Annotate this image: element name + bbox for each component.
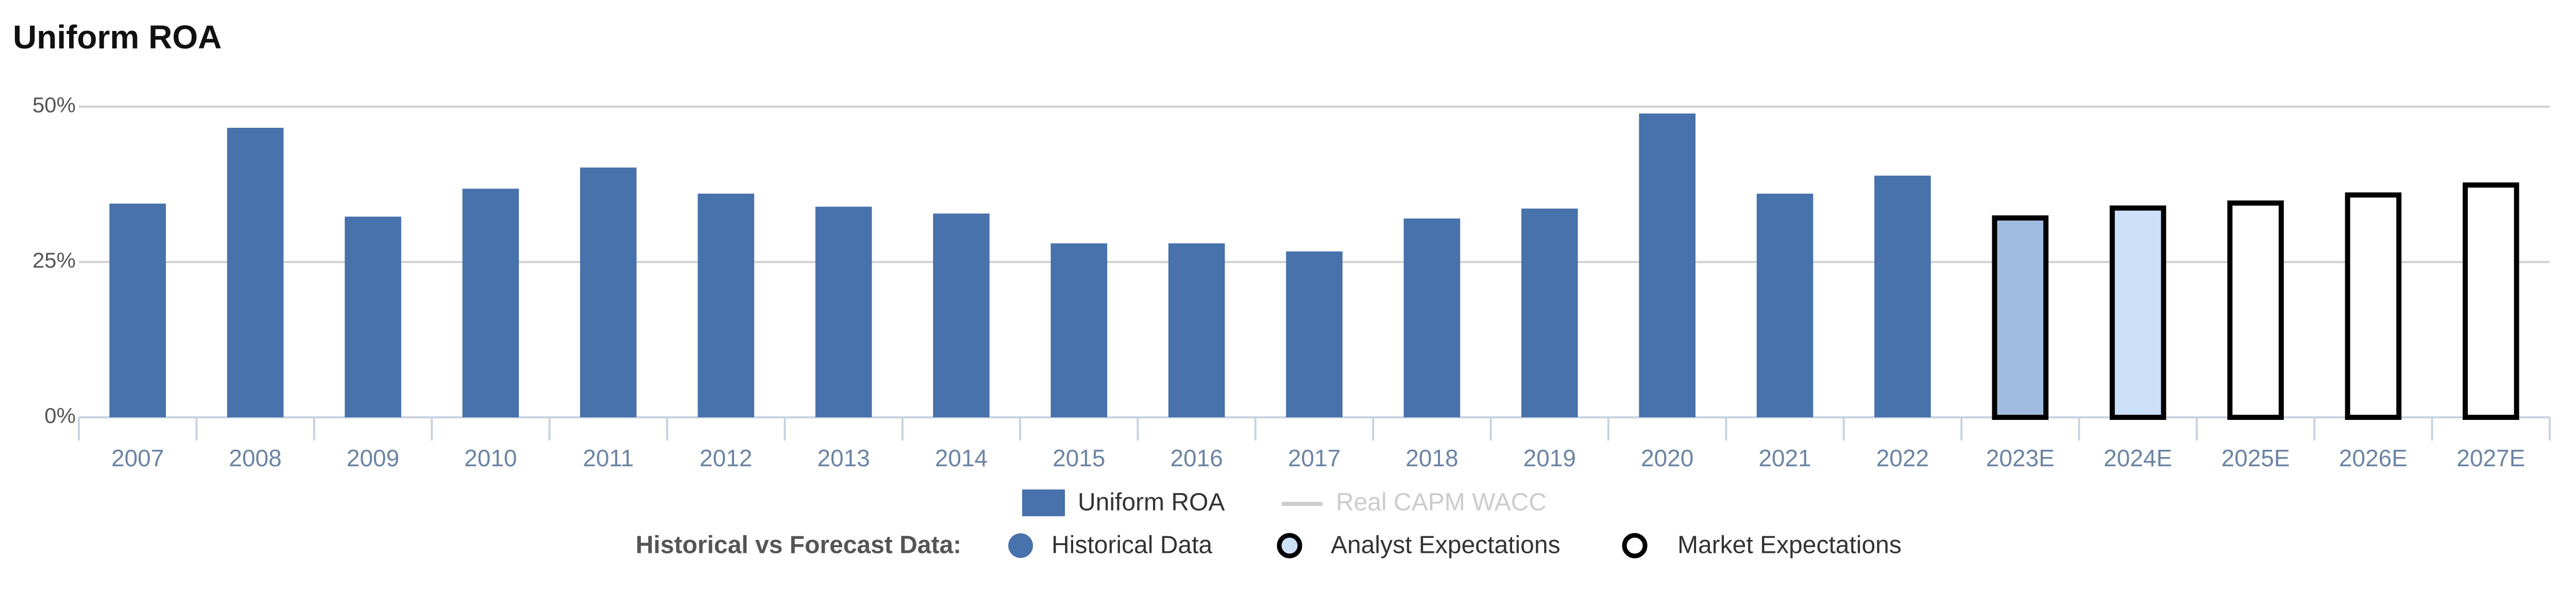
x-tick-label: 2022 — [1876, 445, 1929, 471]
bar — [1168, 243, 1225, 417]
bar — [933, 213, 990, 417]
legend-label: Historical Data — [1052, 532, 1212, 559]
x-tick-label: 2027E — [2456, 445, 2525, 471]
x-tick-label: 2009 — [347, 445, 399, 471]
x-tick-label: 2016 — [1170, 445, 1223, 471]
x-tick-label: 2019 — [1523, 445, 1576, 471]
legend-swatch — [1022, 489, 1065, 516]
x-tick-label: 2018 — [1405, 445, 1458, 471]
x-tick-label: 2011 — [583, 445, 634, 471]
bar — [2109, 205, 2166, 420]
bar — [1050, 243, 1108, 417]
bar — [1992, 215, 2049, 420]
x-tick-label: 2012 — [700, 445, 752, 471]
legend-label: Real CAPM WACC — [1336, 489, 1547, 516]
y-tick-label: 0% — [44, 403, 76, 428]
x-tick-label: 2025E — [2222, 445, 2290, 471]
bar — [815, 207, 872, 417]
bar — [698, 193, 754, 417]
y-tick-label: 50% — [32, 93, 76, 117]
bar — [462, 189, 519, 417]
bar — [109, 204, 166, 417]
x-tick-label: 2007 — [111, 445, 164, 471]
bar — [2462, 182, 2519, 420]
x-tick-label: 2020 — [1641, 445, 1693, 471]
bar — [1521, 208, 1578, 417]
bar — [2345, 192, 2402, 420]
x-tick-label: 2017 — [1288, 445, 1341, 471]
bar — [2227, 200, 2284, 420]
bar — [345, 216, 401, 417]
bar — [580, 167, 637, 417]
x-tick-label: 2024E — [2104, 445, 2172, 471]
bar — [1286, 251, 1343, 417]
x-tick-label: 2013 — [817, 445, 870, 471]
y-tick-label: 25% — [32, 248, 76, 273]
bar — [1756, 193, 1814, 417]
x-tick-label: 2023E — [1986, 445, 2055, 471]
x-tick-label: 2026E — [2339, 445, 2408, 471]
bar — [227, 128, 284, 417]
x-tick-label: 2008 — [229, 445, 281, 471]
legend-marker — [1622, 533, 1648, 559]
legend-marker — [1008, 533, 1033, 558]
bar — [1639, 113, 1696, 418]
legend-label: Uniform ROA — [1078, 489, 1225, 516]
bar — [1874, 175, 1931, 417]
x-tick-label: 2021 — [1758, 445, 1811, 471]
x-tick-label: 2014 — [935, 445, 988, 471]
bar — [1403, 218, 1461, 417]
x-tick-label: 2010 — [464, 445, 517, 471]
legend-marker — [1277, 533, 1302, 559]
legend-label: Analyst Expectations — [1331, 532, 1561, 559]
x-tick-label: 2015 — [1053, 445, 1105, 471]
forecast-legend-title: Historical vs Forecast Data: — [636, 532, 961, 559]
legend-label: Market Expectations — [1677, 532, 1902, 559]
chart-title: Uniform ROA — [13, 19, 222, 56]
